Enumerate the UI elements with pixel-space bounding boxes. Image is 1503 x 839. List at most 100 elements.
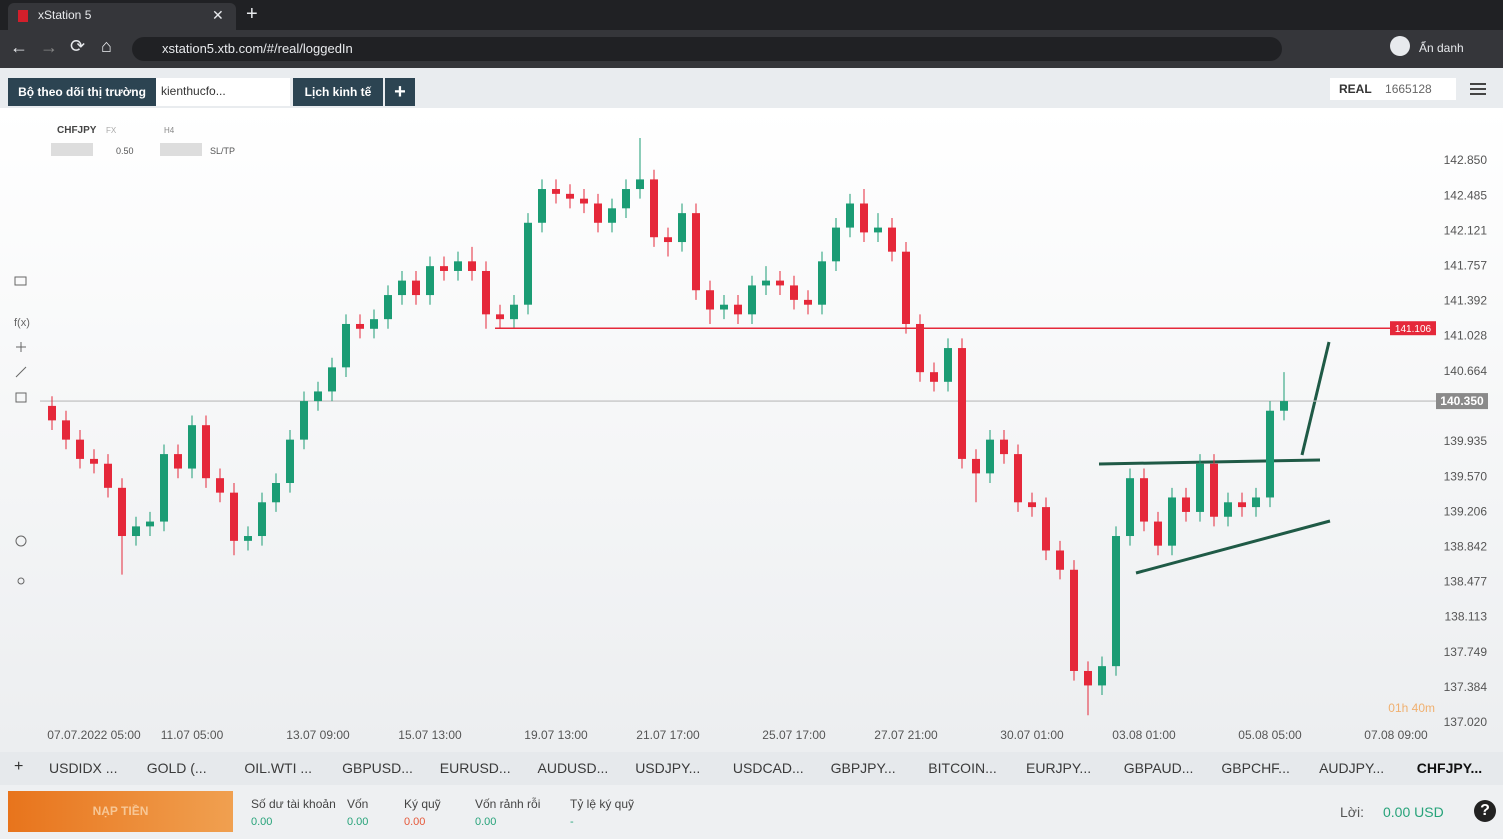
account-number: 1665128 bbox=[1385, 82, 1432, 96]
y-tick-label: 138.477 bbox=[1444, 575, 1488, 589]
candle-body bbox=[566, 193, 574, 199]
tool-icon[interactable] bbox=[15, 366, 27, 378]
home[interactable]: ⌂ bbox=[101, 36, 112, 56]
instrument-tab[interactable]: CHFJPY... bbox=[1416, 760, 1483, 776]
tool-icon[interactable] bbox=[14, 276, 27, 286]
account-label: Ký quỹ bbox=[404, 797, 441, 811]
instrument-tab[interactable]: USDJPY... bbox=[635, 760, 701, 776]
toolbar-tab[interactable]: Lịch kinh tế bbox=[293, 78, 383, 106]
account-value: 0.00 bbox=[251, 816, 273, 828]
candle-body bbox=[650, 179, 658, 238]
market: FX bbox=[106, 126, 117, 135]
x-tick-label: 07.08 09:00 bbox=[1364, 728, 1428, 742]
interval[interactable]: H4 bbox=[164, 126, 175, 135]
candle-body bbox=[440, 266, 448, 271]
instrument-tab[interactable]: GBPJPY... bbox=[830, 760, 896, 776]
volume[interactable]: 0.50 bbox=[116, 146, 134, 156]
candle-body bbox=[160, 454, 168, 522]
candle-body bbox=[846, 203, 854, 228]
menu[interactable] bbox=[1470, 83, 1486, 85]
deposit-button[interactable]: NẠP TIỀN bbox=[8, 791, 233, 832]
account-type: REAL bbox=[1339, 82, 1372, 96]
candle-body bbox=[902, 251, 910, 324]
help[interactable]: ? bbox=[1474, 800, 1496, 822]
candle-body bbox=[1224, 502, 1232, 517]
instrument-tab[interactable]: AUDUSD... bbox=[537, 760, 609, 776]
instrument-tab[interactable]: EURUSD... bbox=[439, 760, 511, 776]
candle-body bbox=[832, 227, 840, 262]
x-tick-label: 30.07 01:00 bbox=[1000, 728, 1064, 742]
tool-icon[interactable] bbox=[15, 392, 27, 403]
back[interactable]: ← bbox=[10, 37, 28, 57]
candle-body bbox=[1252, 497, 1260, 508]
url-field[interactable]: xstation5.xtb.com/#/real/loggedIn bbox=[132, 37, 1282, 61]
trend-line[interactable] bbox=[1135, 519, 1331, 575]
instrument-tab[interactable]: GOLD (... bbox=[146, 760, 207, 776]
new-tab[interactable]: + bbox=[246, 3, 258, 25]
profile-icon[interactable] bbox=[1390, 36, 1410, 56]
toolbar-tab[interactable]: Bộ theo dõi thị trường bbox=[8, 78, 156, 106]
candle-body bbox=[146, 521, 154, 527]
y-tick-label: 139.570 bbox=[1444, 469, 1488, 483]
tab-label: kienthucfo... bbox=[161, 84, 226, 98]
instrument-tab[interactable]: EURJPY... bbox=[1026, 760, 1092, 776]
instrument-tab[interactable]: USDCAD... bbox=[732, 760, 804, 776]
candle-body bbox=[1028, 502, 1036, 508]
instrument-tab[interactable]: OIL.WTI ... bbox=[244, 760, 313, 776]
plot: 142.850 142.485 142.121 141.757 141.392 141.0… bbox=[40, 137, 1488, 742]
sell-price-box[interactable] bbox=[51, 143, 93, 156]
trend-line[interactable] bbox=[1300, 341, 1331, 456]
add-instrument[interactable]: + bbox=[14, 758, 24, 775]
candle-body bbox=[1014, 454, 1022, 503]
candle-body bbox=[118, 487, 126, 537]
instrument-tab[interactable]: GBPCHF... bbox=[1221, 760, 1290, 776]
browser-tab[interactable]: xStation 5 ✕ bbox=[8, 3, 236, 30]
instrument-tab[interactable]: GBPUSD... bbox=[342, 760, 413, 776]
account-value: 0.00 bbox=[475, 816, 497, 828]
tool-icon[interactable] bbox=[17, 577, 25, 585]
profit-label: Lời: bbox=[1340, 804, 1364, 820]
account-label: Số dư tài khoản bbox=[251, 797, 336, 811]
instrument-tab[interactable]: BITCOIN... bbox=[928, 760, 997, 776]
price-label: 140.350 bbox=[1440, 394, 1484, 408]
account-label: Vốn bbox=[347, 797, 369, 811]
y-tick-label: 137.384 bbox=[1444, 680, 1488, 694]
candle-body bbox=[692, 213, 700, 291]
candle-body bbox=[776, 280, 784, 286]
tool-icon[interactable] bbox=[15, 535, 27, 547]
candle-body bbox=[608, 208, 616, 223]
account-label: Tỷ lệ ký quỹ bbox=[570, 797, 635, 811]
tool-icon[interactable]: f(x) bbox=[14, 317, 30, 329]
candle-body bbox=[1042, 507, 1050, 551]
x-tick-label: 19.07 13:00 bbox=[524, 728, 588, 742]
candle-body bbox=[636, 179, 644, 190]
candle-body bbox=[580, 198, 588, 204]
browser-tab-bar: xStation 5 ✕ + bbox=[0, 0, 1503, 30]
candle-body bbox=[300, 401, 308, 440]
instrument-tab[interactable]: USDIDX ... bbox=[49, 760, 118, 776]
instrument-tab[interactable]: GBPAUD... bbox=[1123, 760, 1194, 776]
candle-body bbox=[398, 280, 406, 296]
candle-body bbox=[818, 261, 826, 305]
candle-body bbox=[916, 323, 924, 373]
candle-body bbox=[1126, 478, 1134, 537]
candle-body bbox=[1168, 497, 1176, 546]
y-tick-label: 138.113 bbox=[1445, 610, 1488, 624]
candle-body bbox=[1098, 666, 1106, 686]
add-tab[interactable]: + bbox=[385, 78, 415, 106]
x-tick-label: 03.08 01:00 bbox=[1112, 728, 1176, 742]
forward[interactable]: → bbox=[40, 37, 58, 57]
reload[interactable]: ⟳ bbox=[70, 36, 86, 56]
y-tick-label: 139.935 bbox=[1444, 434, 1488, 448]
buy-price-box[interactable] bbox=[160, 143, 202, 156]
account-selector[interactable]: REAL 1665128 bbox=[1330, 78, 1456, 100]
close-tab[interactable]: ✕ bbox=[212, 7, 224, 23]
url: xstation5.xtb.com/#/real/loggedIn bbox=[162, 41, 353, 56]
toolbar-tab[interactable]: kienthucfo... bbox=[156, 78, 290, 106]
candle-body bbox=[1070, 569, 1078, 671]
instrument-tab[interactable]: AUDJPY... bbox=[1319, 760, 1385, 776]
trend-line[interactable] bbox=[1098, 458, 1321, 466]
sl-tp[interactable]: SL/TP bbox=[210, 146, 235, 156]
account-value: - bbox=[570, 816, 574, 828]
profile-name[interactable]: Ẩn danh bbox=[1419, 41, 1464, 55]
